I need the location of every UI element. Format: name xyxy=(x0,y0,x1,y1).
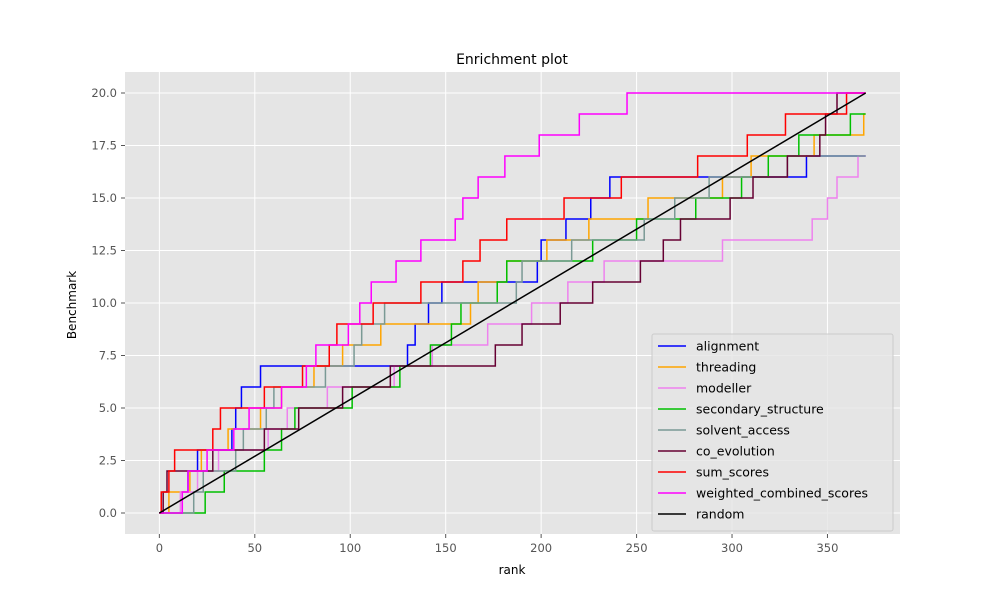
legend-label: threading xyxy=(696,360,756,375)
y-tick-label: 0.0 xyxy=(99,506,117,520)
legend-label: co_evolution xyxy=(696,444,775,459)
y-tick-label: 10.0 xyxy=(91,296,117,310)
y-axis-label: Benchmark xyxy=(65,271,79,339)
legend-label: random xyxy=(696,507,744,522)
legend-label: solvent_access xyxy=(696,423,790,438)
legend-box xyxy=(651,333,894,532)
legend-label: alignment xyxy=(696,339,759,354)
y-tick-label: 17.5 xyxy=(91,139,117,153)
x-tick-label: 350 xyxy=(816,541,838,555)
legend-label: secondary_structure xyxy=(696,402,824,417)
chart-title: Enrichment plot xyxy=(456,52,568,68)
y-tick-label: 15.0 xyxy=(91,191,117,205)
legend-label: modeller xyxy=(696,381,752,396)
legend-label: weighted_combined_scores xyxy=(696,486,868,501)
legend-label: sum_scores xyxy=(696,465,769,480)
series-line-modeller xyxy=(159,155,866,514)
y-tick-label: 12.5 xyxy=(91,244,117,258)
series-line-solvent-access xyxy=(159,155,866,514)
x-tick-label: 50 xyxy=(247,541,262,555)
x-tick-label: 250 xyxy=(626,541,648,555)
x-tick-label: 200 xyxy=(530,541,552,555)
series-line-co-evolution xyxy=(159,92,866,514)
series-line-alignment xyxy=(159,155,866,514)
x-tick-label: 0 xyxy=(156,541,163,555)
series-line-random xyxy=(158,92,867,514)
series-lines xyxy=(158,92,867,514)
axis-ticks: 0 50 100 150 200 250 300 350 0.0 2.5 5.0 7.5 10.0 12.… xyxy=(91,86,838,555)
y-tick-label: 20.0 xyxy=(91,86,117,100)
series-line-weighted-combined-scores xyxy=(159,92,866,514)
y-tick-label: 5.0 xyxy=(99,401,117,415)
x-tick-label: 150 xyxy=(435,541,457,555)
y-tick-label: 2.5 xyxy=(99,454,117,468)
y-tick-label: 7.5 xyxy=(99,349,117,363)
legend: alignment threading modeller secondary_stru… xyxy=(651,333,894,532)
x-tick-label: 100 xyxy=(339,541,361,555)
x-axis-label: rank xyxy=(499,563,526,577)
x-tick-label: 300 xyxy=(721,541,743,555)
